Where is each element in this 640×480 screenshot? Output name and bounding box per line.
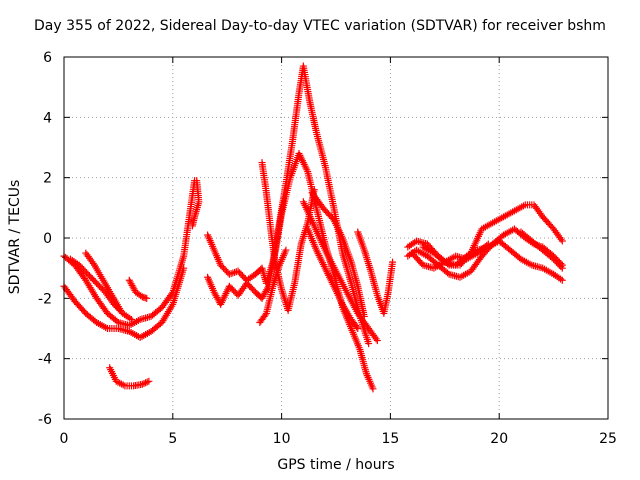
data-point <box>389 258 397 266</box>
series-track-c <box>67 255 135 323</box>
series-track-l <box>299 198 381 345</box>
series-track-g <box>188 177 203 230</box>
chart-title: Day 355 of 2022, Sidereal Day-to-day VTE… <box>34 18 606 34</box>
data-point <box>137 292 145 300</box>
x-tick-label: 25 <box>599 431 617 447</box>
data-point <box>558 276 566 284</box>
data-point <box>353 323 361 331</box>
series-track-b <box>60 264 188 342</box>
data-series <box>60 62 566 393</box>
x-tick-label: 15 <box>381 431 399 447</box>
series-track-e <box>125 276 151 302</box>
data-point <box>188 222 196 230</box>
data-point <box>145 377 153 385</box>
data-point <box>143 378 151 386</box>
series-track-i <box>204 150 377 393</box>
y-tick-label: -4 <box>38 352 52 368</box>
y-tick-label: 6 <box>43 50 52 66</box>
series-track-f <box>106 364 153 390</box>
series-track-o <box>354 228 397 317</box>
data-point <box>483 241 491 249</box>
axis-ticks: 0 5 10 15 20 25 -6 -4 -2 0 2 4 6 <box>38 50 617 447</box>
data-point <box>180 264 188 272</box>
y-tick-label: 0 <box>43 231 52 247</box>
data-point <box>140 380 148 388</box>
data-point <box>143 294 151 302</box>
x-tick-label: 20 <box>490 431 508 447</box>
x-axis-label: GPS time / hours <box>277 457 395 473</box>
data-point <box>558 264 566 272</box>
data-point <box>484 240 492 248</box>
data-point <box>142 379 150 387</box>
data-point <box>365 340 373 348</box>
data-point <box>558 237 566 245</box>
series-track-h <box>204 62 373 348</box>
data-point <box>282 246 290 254</box>
data-point <box>557 263 565 271</box>
data-point <box>373 337 381 345</box>
y-tick-label: 4 <box>43 110 52 126</box>
y-tick-label: 2 <box>43 171 52 187</box>
series-track-k <box>256 246 290 326</box>
series-track-s <box>517 228 566 272</box>
data-point <box>89 259 97 267</box>
data-point <box>138 380 146 388</box>
data-point <box>557 235 565 243</box>
data-point <box>369 385 377 393</box>
grid <box>64 57 608 419</box>
x-tick-label: 10 <box>273 431 291 447</box>
y-tick-label: -6 <box>38 412 52 428</box>
series-track-r <box>419 237 566 284</box>
y-tick-label: -2 <box>38 291 52 307</box>
data-point <box>360 312 368 320</box>
plot-frame <box>63 56 609 420</box>
series-track-a <box>60 177 199 329</box>
data-point <box>354 325 362 332</box>
data-point <box>229 269 237 277</box>
series-track-d <box>82 249 125 314</box>
data-point <box>127 315 135 323</box>
series-track-t <box>408 240 492 272</box>
data-point <box>117 306 125 314</box>
x-tick-label: 5 <box>168 431 177 447</box>
series-track-n <box>304 225 362 332</box>
series-track-m <box>308 189 368 320</box>
data-point <box>372 335 380 343</box>
x-tick-label: 0 <box>60 431 69 447</box>
data-point <box>261 311 269 319</box>
